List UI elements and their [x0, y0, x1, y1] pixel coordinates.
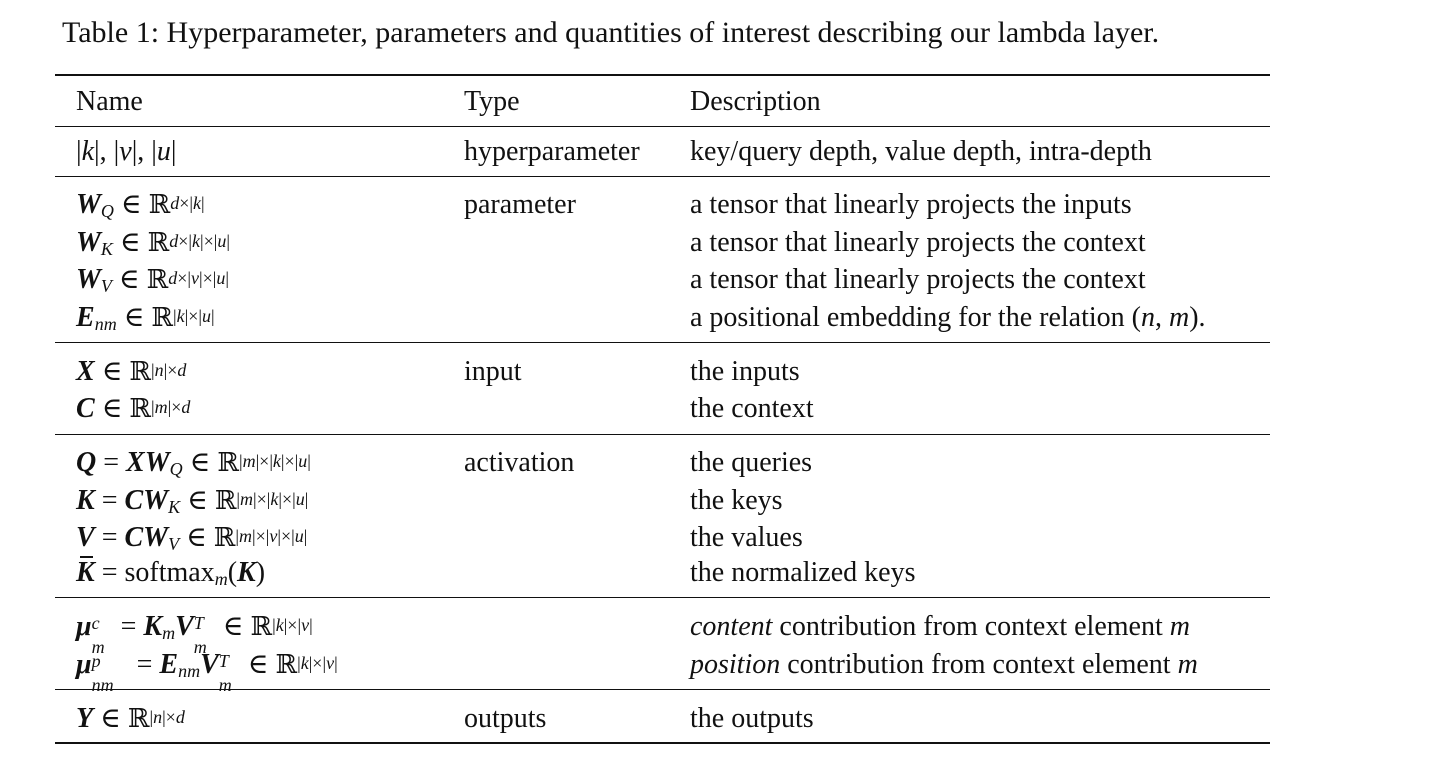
row-rule-4	[55, 597, 1270, 598]
row-activation-type: activation	[464, 447, 575, 478]
header-description: Description	[690, 86, 821, 117]
input-x-desc: the inputs	[690, 356, 800, 387]
lambda-content-desc: content contribution from context elemen…	[690, 611, 1190, 642]
table-caption: Table 1: Hyperparameter, parameters and …	[62, 16, 1160, 49]
activation-q: Q = XWQ ∈ ℝ|m|×|k|×|u|	[76, 447, 311, 479]
param-enm-desc: a positional embedding for the relation …	[690, 302, 1206, 333]
param-wk: WK ∈ ℝd×|k|×|u|	[76, 227, 230, 259]
param-enm: Enm ∈ ℝ|k|×|u|	[76, 302, 215, 334]
header-type: Type	[464, 86, 520, 117]
row-rule-5	[55, 689, 1270, 690]
row-rule-2	[55, 342, 1270, 343]
param-wq: WQ ∈ ℝd×|k|	[76, 189, 205, 221]
activation-k-desc: the keys	[690, 485, 783, 516]
activation-k: K = CWK ∈ ℝ|m|×|k|×|u|	[76, 485, 309, 517]
row-hyperparameter-type: hyperparameter	[464, 136, 640, 167]
activation-v: V = CWV ∈ ℝ|m|×|v|×|u|	[76, 522, 308, 554]
row-outputs-type: outputs	[464, 703, 547, 734]
row-rule-3	[55, 434, 1270, 435]
activation-v-desc: the values	[690, 522, 803, 553]
top-rule	[55, 74, 1270, 76]
row-rule-1	[55, 176, 1270, 177]
activation-q-desc: the queries	[690, 447, 813, 478]
activation-kbar-desc: the normalized keys	[690, 557, 916, 588]
lambda-position-desc-em: position	[690, 649, 781, 680]
lambda-position-desc: position contribution from context eleme…	[690, 649, 1198, 680]
row-input-type: input	[464, 356, 522, 387]
input-c: C ∈ ℝ|m|×d	[76, 393, 191, 424]
row-hyperparameter-name: |k|, |v|, |u|	[76, 136, 177, 167]
lambda-content-desc-em: content	[690, 611, 773, 642]
lambda-position-desc-text: contribution from context element	[787, 649, 1171, 680]
header-name: Name	[76, 86, 143, 117]
output-y-desc: the outputs	[690, 703, 814, 734]
param-wv-desc: a tensor that linearly projects the cont…	[690, 264, 1146, 295]
param-wq-desc: a tensor that linearly projects the inpu…	[690, 189, 1132, 220]
row-hyperparameter-desc: key/query depth, value depth, intra-dept…	[690, 136, 1152, 167]
input-x: X ∈ ℝ|n|×d	[76, 356, 187, 387]
output-y: Y ∈ ℝ|n|×d	[76, 703, 185, 734]
header-rule	[55, 126, 1270, 127]
lambda-content-desc-text: contribution from context element	[779, 611, 1163, 642]
input-c-desc: the context	[690, 393, 814, 424]
param-wv: WV ∈ ℝd×|v|×|u|	[76, 264, 229, 296]
param-enm-desc-text: a positional embedding for the relation	[690, 302, 1125, 333]
activation-kbar: K = softmaxm(K)	[76, 554, 265, 591]
param-wk-desc: a tensor that linearly projects the cont…	[690, 227, 1146, 258]
row-parameter-type: parameter	[464, 189, 576, 220]
bottom-rule	[55, 742, 1270, 744]
